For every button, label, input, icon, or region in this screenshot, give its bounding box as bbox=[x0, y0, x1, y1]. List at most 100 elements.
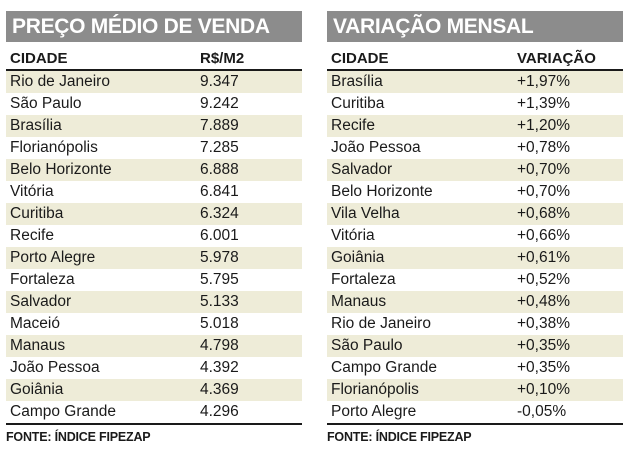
variation-cell: +0,78% bbox=[517, 139, 571, 156]
price-cell: 7.285 bbox=[200, 139, 239, 156]
variation-cell: +0,70% bbox=[517, 183, 571, 200]
city-cell: Porto Alegre bbox=[331, 403, 417, 420]
variation-cell: +1,97% bbox=[517, 73, 571, 90]
variation-cell: +1,20% bbox=[517, 117, 571, 134]
table-row: Campo Grande +0,35% bbox=[327, 357, 623, 379]
price-cell: 7.889 bbox=[200, 117, 239, 134]
city-cell: São Paulo bbox=[331, 337, 403, 354]
variation-cell: +0,70% bbox=[517, 161, 571, 178]
price-cell: 6.324 bbox=[200, 205, 239, 222]
table-row: Fortaleza +0,52% bbox=[327, 269, 623, 291]
variation-cell: +0,66% bbox=[517, 227, 571, 244]
table-row: São Paulo 9.242 bbox=[6, 93, 302, 115]
table-row: Recife +1,20% bbox=[327, 115, 623, 137]
table-row: Florianópolis 7.285 bbox=[6, 137, 302, 159]
city-cell: Porto Alegre bbox=[10, 249, 96, 266]
table-row: Fortaleza 5.795 bbox=[6, 269, 302, 291]
header-city: CIDADE bbox=[10, 50, 68, 67]
price-cell: 9.347 bbox=[200, 73, 239, 90]
price-cell: 4.392 bbox=[200, 359, 239, 376]
city-cell: Campo Grande bbox=[331, 359, 437, 376]
city-cell: Rio de Janeiro bbox=[331, 315, 431, 332]
table-row: Salvador +0,70% bbox=[327, 159, 623, 181]
table-row: Vitória 6.841 bbox=[6, 181, 302, 203]
header-variation: VARIAÇÃO bbox=[517, 50, 596, 67]
city-cell: Vitória bbox=[331, 227, 375, 244]
city-cell: Fortaleza bbox=[331, 271, 396, 288]
city-cell: Recife bbox=[10, 227, 54, 244]
price-cell: 4.369 bbox=[200, 381, 239, 398]
table-row: Porto Alegre -0,05% bbox=[327, 401, 623, 425]
table-row: Porto Alegre 5.978 bbox=[6, 247, 302, 269]
city-cell: Brasília bbox=[10, 117, 62, 134]
table-row: Maceió 5.018 bbox=[6, 313, 302, 335]
city-cell: Belo Horizonte bbox=[331, 183, 433, 200]
table-row: Brasília +1,97% bbox=[327, 71, 623, 93]
price-cell: 4.798 bbox=[200, 337, 239, 354]
city-cell: Salvador bbox=[331, 161, 393, 178]
price-table-body: Rio de Janeiro 9.347 São Paulo 9.242 Brasíli… bbox=[6, 71, 302, 425]
table-row: Curitiba +1,39% bbox=[327, 93, 623, 115]
table-row: Belo Horizonte +0,70% bbox=[327, 181, 623, 203]
city-cell: Curitiba bbox=[331, 95, 385, 112]
table-row: Recife 6.001 bbox=[6, 225, 302, 247]
city-cell: Florianópolis bbox=[331, 381, 419, 398]
city-cell: Brasília bbox=[331, 73, 383, 90]
price-cell: 6.001 bbox=[200, 227, 239, 244]
city-cell: Goiânia bbox=[10, 381, 64, 398]
table-row: Manaus 4.798 bbox=[6, 335, 302, 357]
city-cell: Goiânia bbox=[331, 249, 385, 266]
variation-cell: +0,10% bbox=[517, 381, 571, 398]
price-source: FONTE: ÍNDICE FIPEZAP bbox=[6, 430, 151, 444]
price-cell: 5.795 bbox=[200, 271, 239, 288]
city-cell: João Pessoa bbox=[331, 139, 421, 156]
city-cell: João Pessoa bbox=[10, 359, 100, 376]
city-cell: Recife bbox=[331, 117, 375, 134]
table-row: São Paulo +0,35% bbox=[327, 335, 623, 357]
table-row: Curitiba 6.324 bbox=[6, 203, 302, 225]
variation-cell: +0,35% bbox=[517, 337, 571, 354]
variation-panel-title: VARIAÇÃO MENSAL bbox=[327, 11, 623, 42]
variation-cell: +0,52% bbox=[517, 271, 571, 288]
table-row: Belo Horizonte 6.888 bbox=[6, 159, 302, 181]
city-cell: São Paulo bbox=[10, 95, 82, 112]
city-cell: Manaus bbox=[331, 293, 387, 310]
variation-cell: -0,05% bbox=[517, 403, 567, 420]
table-row: Campo Grande 4.296 bbox=[6, 401, 302, 425]
variation-cell: +0,61% bbox=[517, 249, 571, 266]
variation-cell: +1,39% bbox=[517, 95, 571, 112]
variation-cell: +0,48% bbox=[517, 293, 571, 310]
price-cell: 6.841 bbox=[200, 183, 239, 200]
variation-table-header: CIDADE VARIAÇÃO bbox=[327, 49, 623, 71]
variation-table: CIDADE VARIAÇÃO Brasília +1,97% Curitiba +1… bbox=[327, 49, 623, 425]
city-cell: Fortaleza bbox=[10, 271, 75, 288]
price-cell: 9.242 bbox=[200, 95, 239, 112]
city-cell: Curitiba bbox=[10, 205, 64, 222]
variation-cell: +0,68% bbox=[517, 205, 571, 222]
price-cell: 5.018 bbox=[200, 315, 239, 332]
table-row: Manaus +0,48% bbox=[327, 291, 623, 313]
city-cell: Manaus bbox=[10, 337, 66, 354]
city-cell: Campo Grande bbox=[10, 403, 116, 420]
table-row: Vitória +0,66% bbox=[327, 225, 623, 247]
table-row: Brasília 7.889 bbox=[6, 115, 302, 137]
variation-cell: +0,35% bbox=[517, 359, 571, 376]
header-city: CIDADE bbox=[331, 50, 389, 67]
variation-table-body: Brasília +1,97% Curitiba +1,39% Recife +1,20%… bbox=[327, 71, 623, 425]
table-row: Goiânia +0,61% bbox=[327, 247, 623, 269]
table-row: Rio de Janeiro 9.347 bbox=[6, 71, 302, 93]
table-row: Vila Velha +0,68% bbox=[327, 203, 623, 225]
price-panel-title: PREÇO MÉDIO DE VENDA bbox=[6, 11, 302, 42]
variation-source: FONTE: ÍNDICE FIPEZAP bbox=[327, 430, 472, 444]
variation-cell: +0,38% bbox=[517, 315, 571, 332]
price-cell: 6.888 bbox=[200, 161, 239, 178]
table-row: Salvador 5.133 bbox=[6, 291, 302, 313]
table-row: Goiânia 4.369 bbox=[6, 379, 302, 401]
city-cell: Belo Horizonte bbox=[10, 161, 112, 178]
price-cell: 5.133 bbox=[200, 293, 239, 310]
table-row: Rio de Janeiro +0,38% bbox=[327, 313, 623, 335]
variation-panel: VARIAÇÃO MENSAL CIDADE VARIAÇÃO Brasília… bbox=[327, 11, 623, 444]
city-cell: Florianópolis bbox=[10, 139, 98, 156]
price-panel: PREÇO MÉDIO DE VENDA CIDADE R$/M2 Rio de… bbox=[6, 11, 302, 444]
price-table: CIDADE R$/M2 Rio de Janeiro 9.347 São Paul… bbox=[6, 49, 302, 425]
